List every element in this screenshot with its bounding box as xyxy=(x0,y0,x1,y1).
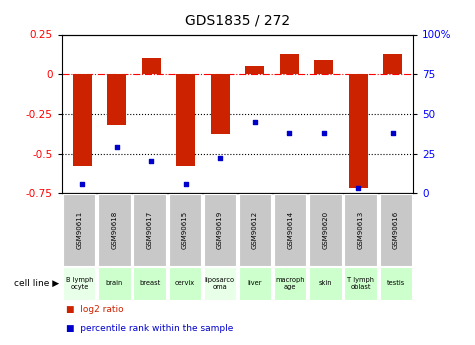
Bar xyxy=(107,74,126,125)
Text: ■  percentile rank within the sample: ■ percentile rank within the sample xyxy=(66,324,234,333)
Text: cell line ▶: cell line ▶ xyxy=(14,279,59,288)
Text: macroph
age: macroph age xyxy=(276,277,305,290)
Text: brain: brain xyxy=(106,280,123,286)
Text: liver: liver xyxy=(248,280,262,286)
Text: breast: breast xyxy=(139,280,160,286)
Text: GSM90611: GSM90611 xyxy=(76,211,82,249)
Bar xyxy=(73,74,92,166)
Point xyxy=(389,130,396,136)
Bar xyxy=(383,53,402,74)
Point xyxy=(320,130,327,136)
Text: GSM90615: GSM90615 xyxy=(182,211,188,249)
Bar xyxy=(142,58,161,74)
Text: liposarco
oma: liposarco oma xyxy=(205,277,235,290)
Text: GSM90612: GSM90612 xyxy=(252,211,258,249)
Bar xyxy=(314,60,333,74)
Point xyxy=(182,181,190,186)
Bar xyxy=(245,66,264,74)
Point xyxy=(113,145,121,150)
Point xyxy=(251,119,258,125)
Bar xyxy=(280,53,299,74)
Bar xyxy=(176,74,195,166)
Point xyxy=(354,186,362,191)
Point xyxy=(217,156,224,161)
Text: cervix: cervix xyxy=(175,280,195,286)
Text: T lymph
oblast: T lymph oblast xyxy=(347,277,374,290)
Point xyxy=(79,181,86,186)
Text: GSM90620: GSM90620 xyxy=(323,211,328,249)
Text: skin: skin xyxy=(319,280,332,286)
Point xyxy=(285,130,293,136)
Text: GSM90614: GSM90614 xyxy=(287,211,293,249)
Text: GSM90613: GSM90613 xyxy=(358,211,363,249)
Text: ■  log2 ratio: ■ log2 ratio xyxy=(66,305,124,314)
Bar xyxy=(211,74,230,135)
Bar xyxy=(349,74,368,188)
Text: B lymph
ocyte: B lymph ocyte xyxy=(66,277,93,290)
Text: GSM90617: GSM90617 xyxy=(147,211,152,249)
Text: GSM90616: GSM90616 xyxy=(393,211,399,249)
Point xyxy=(148,159,155,164)
Text: testis: testis xyxy=(387,280,405,286)
Text: GSM90619: GSM90619 xyxy=(217,211,223,249)
Text: GDS1835 / 272: GDS1835 / 272 xyxy=(185,14,290,28)
Text: GSM90618: GSM90618 xyxy=(112,211,117,249)
